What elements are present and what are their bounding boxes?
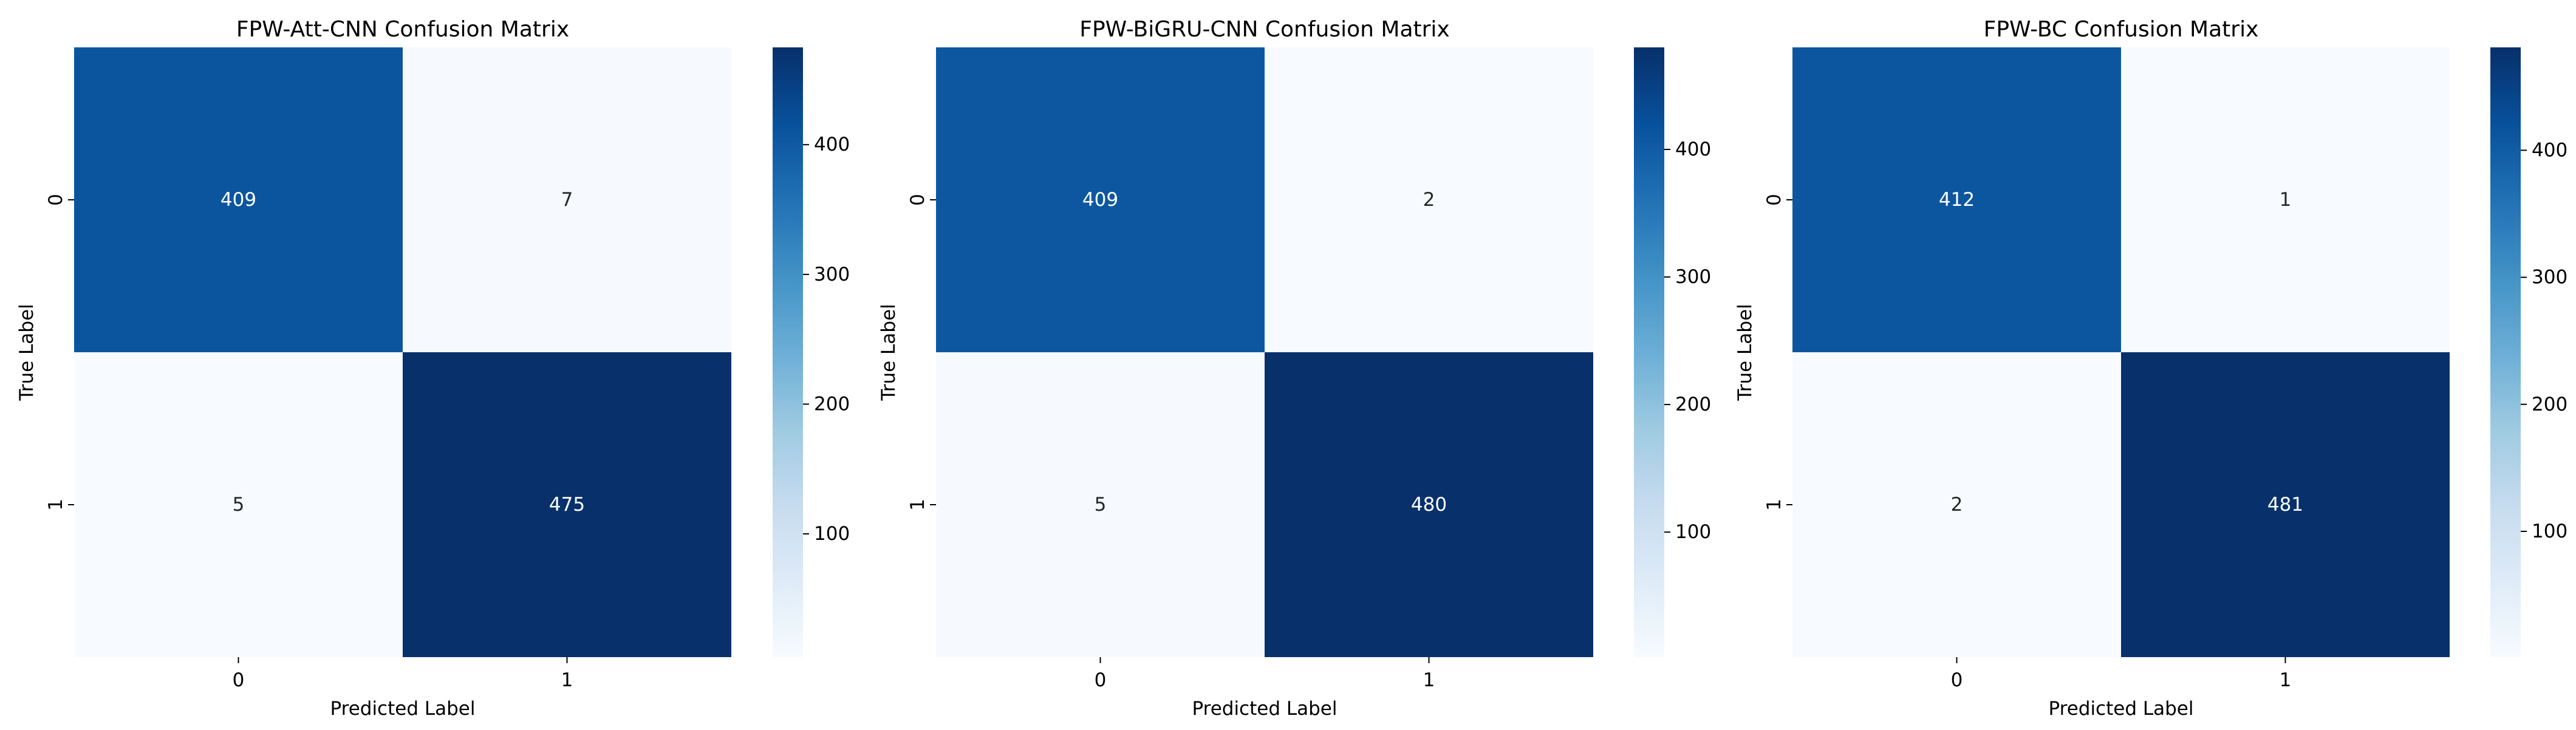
cell-value-label: 409 (1082, 189, 1118, 211)
x-tick-label: 0 (233, 669, 245, 691)
cell-value-label: 1 (2280, 189, 2292, 211)
colorbar-tick-label: 300 (1675, 266, 1711, 288)
cell-value-label: 412 (1939, 189, 1975, 211)
y-axis-label: True Label (878, 304, 900, 401)
colorbar (1634, 47, 1664, 657)
colorbar (773, 47, 803, 657)
y-tick-label: 1 (45, 499, 67, 511)
colorbar-tick-label: 300 (2532, 267, 2567, 288)
confusion-matrix-panel: 409 7 5 475 FPW-Att-CNN Confusion Matrix 0 1 0 1… (16, 17, 850, 720)
y-tick-label: 0 (1763, 194, 1785, 206)
heatmap-cell (1792, 352, 2121, 657)
colorbar-tick-label: 200 (1675, 394, 1711, 415)
heatmap-cell (1792, 47, 2121, 352)
cell-value-label: 480 (1411, 494, 1447, 516)
x-tick-label: 1 (2280, 669, 2292, 691)
cell-value-label: 409 (220, 189, 256, 211)
colorbar-tick-label: 400 (1675, 138, 1711, 160)
y-axis-label: True Label (1734, 304, 1756, 401)
heatmap-cell (1265, 47, 1593, 352)
x-axis-label: Predicted Label (1192, 698, 1337, 720)
colorbar-tick-label: 200 (814, 393, 850, 415)
heatmap-cell (403, 352, 731, 657)
heatmap-cell (1265, 352, 1593, 657)
cell-value-label: 5 (1095, 494, 1107, 516)
chart-title: FPW-Att-CNN Confusion Matrix (236, 17, 569, 42)
colorbar-tick-label: 200 (2532, 394, 2567, 415)
colorbar-tick-label: 100 (1675, 521, 1711, 543)
heatmap-cell (2121, 47, 2450, 352)
colorbar-tick-label: 400 (2532, 139, 2567, 161)
y-axis-label: True Label (16, 304, 38, 401)
x-tick-label: 1 (1423, 669, 1435, 691)
confusion-matrix-panel: 409 2 5 480 FPW-BiGRU-CNN Confusion Matrix 0 1… (878, 17, 1711, 720)
cell-value-label: 2 (1423, 189, 1435, 211)
cell-value-label: 5 (233, 494, 245, 516)
x-tick-label: 0 (1951, 669, 1963, 691)
heatmap-cell (74, 352, 403, 657)
colorbar-tick-label: 300 (814, 264, 850, 285)
heatmap-cell (403, 47, 731, 352)
colorbar (2490, 47, 2521, 657)
y-tick-label: 1 (1763, 499, 1785, 511)
colorbar-tick-label: 400 (814, 134, 850, 155)
x-tick-label: 0 (1095, 669, 1107, 691)
cell-value-label: 481 (2267, 494, 2303, 516)
x-tick-label: 1 (561, 669, 573, 691)
heatmap-cell (936, 47, 1265, 352)
y-tick-label: 0 (45, 194, 67, 206)
heatmap-cell (74, 47, 403, 352)
colorbar-tick-label: 100 (814, 523, 850, 545)
y-tick-label: 1 (907, 499, 929, 511)
cell-value-label: 7 (561, 189, 573, 211)
chart-title: FPW-BiGRU-CNN Confusion Matrix (1079, 17, 1450, 42)
confusion-matrix-panel: 412 1 2 481 FPW-BC Confusion Matrix 0 1 0 1 Predi… (1734, 17, 2567, 720)
colorbar-tick-label: 100 (2532, 520, 2567, 542)
chart-title: FPW-BC Confusion Matrix (1984, 17, 2259, 42)
heatmap-cell (2121, 352, 2450, 657)
heatmap-cell (936, 352, 1265, 657)
x-axis-label: Predicted Label (330, 698, 475, 720)
cell-value-label: 2 (1951, 494, 1963, 516)
x-axis-label: Predicted Label (2048, 698, 2193, 720)
y-tick-label: 0 (907, 194, 929, 206)
cell-value-label: 475 (549, 494, 585, 516)
